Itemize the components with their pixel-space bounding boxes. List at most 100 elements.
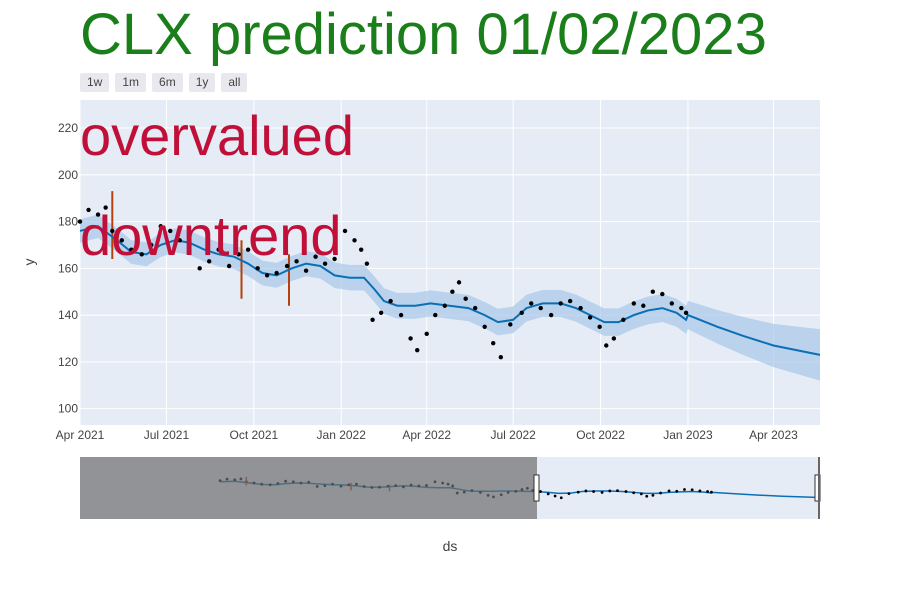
range-slider-edge: [818, 457, 820, 519]
actual-point: [472, 305, 478, 311]
range-button-all[interactable]: all: [221, 73, 248, 92]
range-slider-handle-left[interactable]: [533, 474, 540, 502]
range-button-6m[interactable]: 6m: [152, 73, 183, 92]
actual-point: [352, 238, 357, 243]
actual-point: [177, 238, 182, 243]
actual-point: [119, 238, 124, 243]
actual-point: [621, 317, 626, 322]
actual-point: [424, 331, 429, 337]
actual-point: [408, 336, 413, 341]
actual-point: [669, 301, 675, 306]
x-tick-label: Jul 2021: [144, 428, 190, 442]
actual-point: [342, 228, 348, 234]
actual-point: [548, 312, 554, 318]
actual-point: [206, 259, 212, 264]
actual-point: [313, 254, 318, 259]
range-slider-point: [584, 489, 588, 493]
range-slider[interactable]: [80, 457, 821, 519]
actual-point: [264, 273, 270, 278]
annotation-overvalued: overvalued: [80, 104, 354, 167]
actual-point: [650, 289, 656, 294]
range-slider-point: [616, 489, 619, 493]
x-tick-label: Apr 2022: [402, 428, 451, 442]
actual-point: [103, 205, 108, 210]
actual-point: [364, 261, 370, 266]
x-axis-title: ds: [443, 538, 458, 554]
range-slider-point: [690, 488, 694, 492]
actual-point: [245, 247, 251, 252]
range-slider-point: [698, 489, 702, 493]
range-slider-point: [651, 493, 655, 497]
range-slider-point: [710, 490, 713, 494]
y-tick-label: 140: [58, 308, 78, 322]
actual-point: [508, 322, 513, 327]
range-slider-point: [675, 489, 679, 493]
range-slider-point: [667, 489, 671, 493]
uncertainty-band: [80, 214, 820, 381]
range-button-1y[interactable]: 1y: [188, 73, 216, 92]
grid-lines: [79, 100, 820, 425]
chart-title: CLX prediction 01/02/2023: [80, 2, 767, 67]
range-button-1w[interactable]: 1w: [80, 73, 110, 92]
range-slider-mask: [80, 457, 537, 519]
y-tick-label: 220: [58, 121, 78, 135]
actual-point: [631, 301, 637, 306]
range-button-1m[interactable]: 1m: [115, 73, 147, 92]
actual-point: [538, 305, 543, 311]
actual-point: [139, 252, 144, 257]
actual-point: [529, 301, 534, 306]
actual-point: [641, 303, 646, 308]
range-slider-point: [576, 490, 580, 494]
actual-point: [86, 207, 91, 213]
actual-point: [433, 312, 438, 318]
actual-point: [491, 340, 496, 346]
actual-point: [129, 247, 134, 252]
range-slider-point: [600, 491, 604, 494]
actual-point: [149, 242, 154, 248]
x-tick-label: Apr 2023: [749, 428, 798, 442]
x-tick-label: Oct 2021: [229, 428, 278, 442]
range-slider-point: [567, 492, 571, 496]
actual-point: [482, 324, 487, 329]
actual-points: [77, 205, 689, 360]
actual-point: [378, 310, 384, 315]
range-slider-point: [639, 492, 643, 496]
x-tick-label: Apr 2021: [56, 428, 105, 442]
actual-point: [95, 212, 101, 217]
range-slider-point: [592, 490, 596, 493]
actual-point: [77, 219, 83, 224]
actual-point: [388, 298, 393, 304]
actual-point: [110, 228, 115, 234]
actual-point: [197, 266, 202, 271]
y-axis-ticks: 100 120 140 160 180 200 220: [58, 121, 78, 416]
actual-point: [158, 224, 163, 229]
forecast-line-path: [79, 225, 821, 356]
actual-point: [303, 268, 309, 273]
range-slider-point: [546, 492, 550, 496]
range-slider-point: [683, 488, 686, 491]
y-axis-title: y: [21, 259, 37, 266]
actual-point: [358, 247, 364, 252]
actual-point: [463, 296, 468, 301]
actual-point: [604, 343, 609, 348]
actual-point: [660, 291, 665, 297]
forecast-line: [79, 225, 821, 356]
range-slider-point: [559, 496, 563, 500]
actual-point: [587, 315, 593, 320]
uncertainty-band-area: [80, 214, 820, 381]
range-slider-point: [645, 494, 649, 498]
actual-point: [578, 305, 583, 311]
range-slider-point: [632, 491, 636, 495]
x-tick-label: Jan 2022: [317, 428, 367, 442]
actual-point: [236, 252, 241, 257]
plot-area[interactable]: [80, 100, 820, 425]
actual-point: [567, 298, 573, 304]
actual-point: [519, 310, 524, 315]
actual-point: [168, 228, 173, 234]
actual-point: [442, 303, 447, 308]
y-tick-label: 200: [58, 168, 78, 182]
actual-point: [456, 280, 462, 285]
x-axis-ticks: Apr 2021 Jul 2021 Oct 2021 Jan 2022 Apr 2022…: [56, 428, 798, 442]
x-tick-label: Jan 2023: [663, 428, 713, 442]
